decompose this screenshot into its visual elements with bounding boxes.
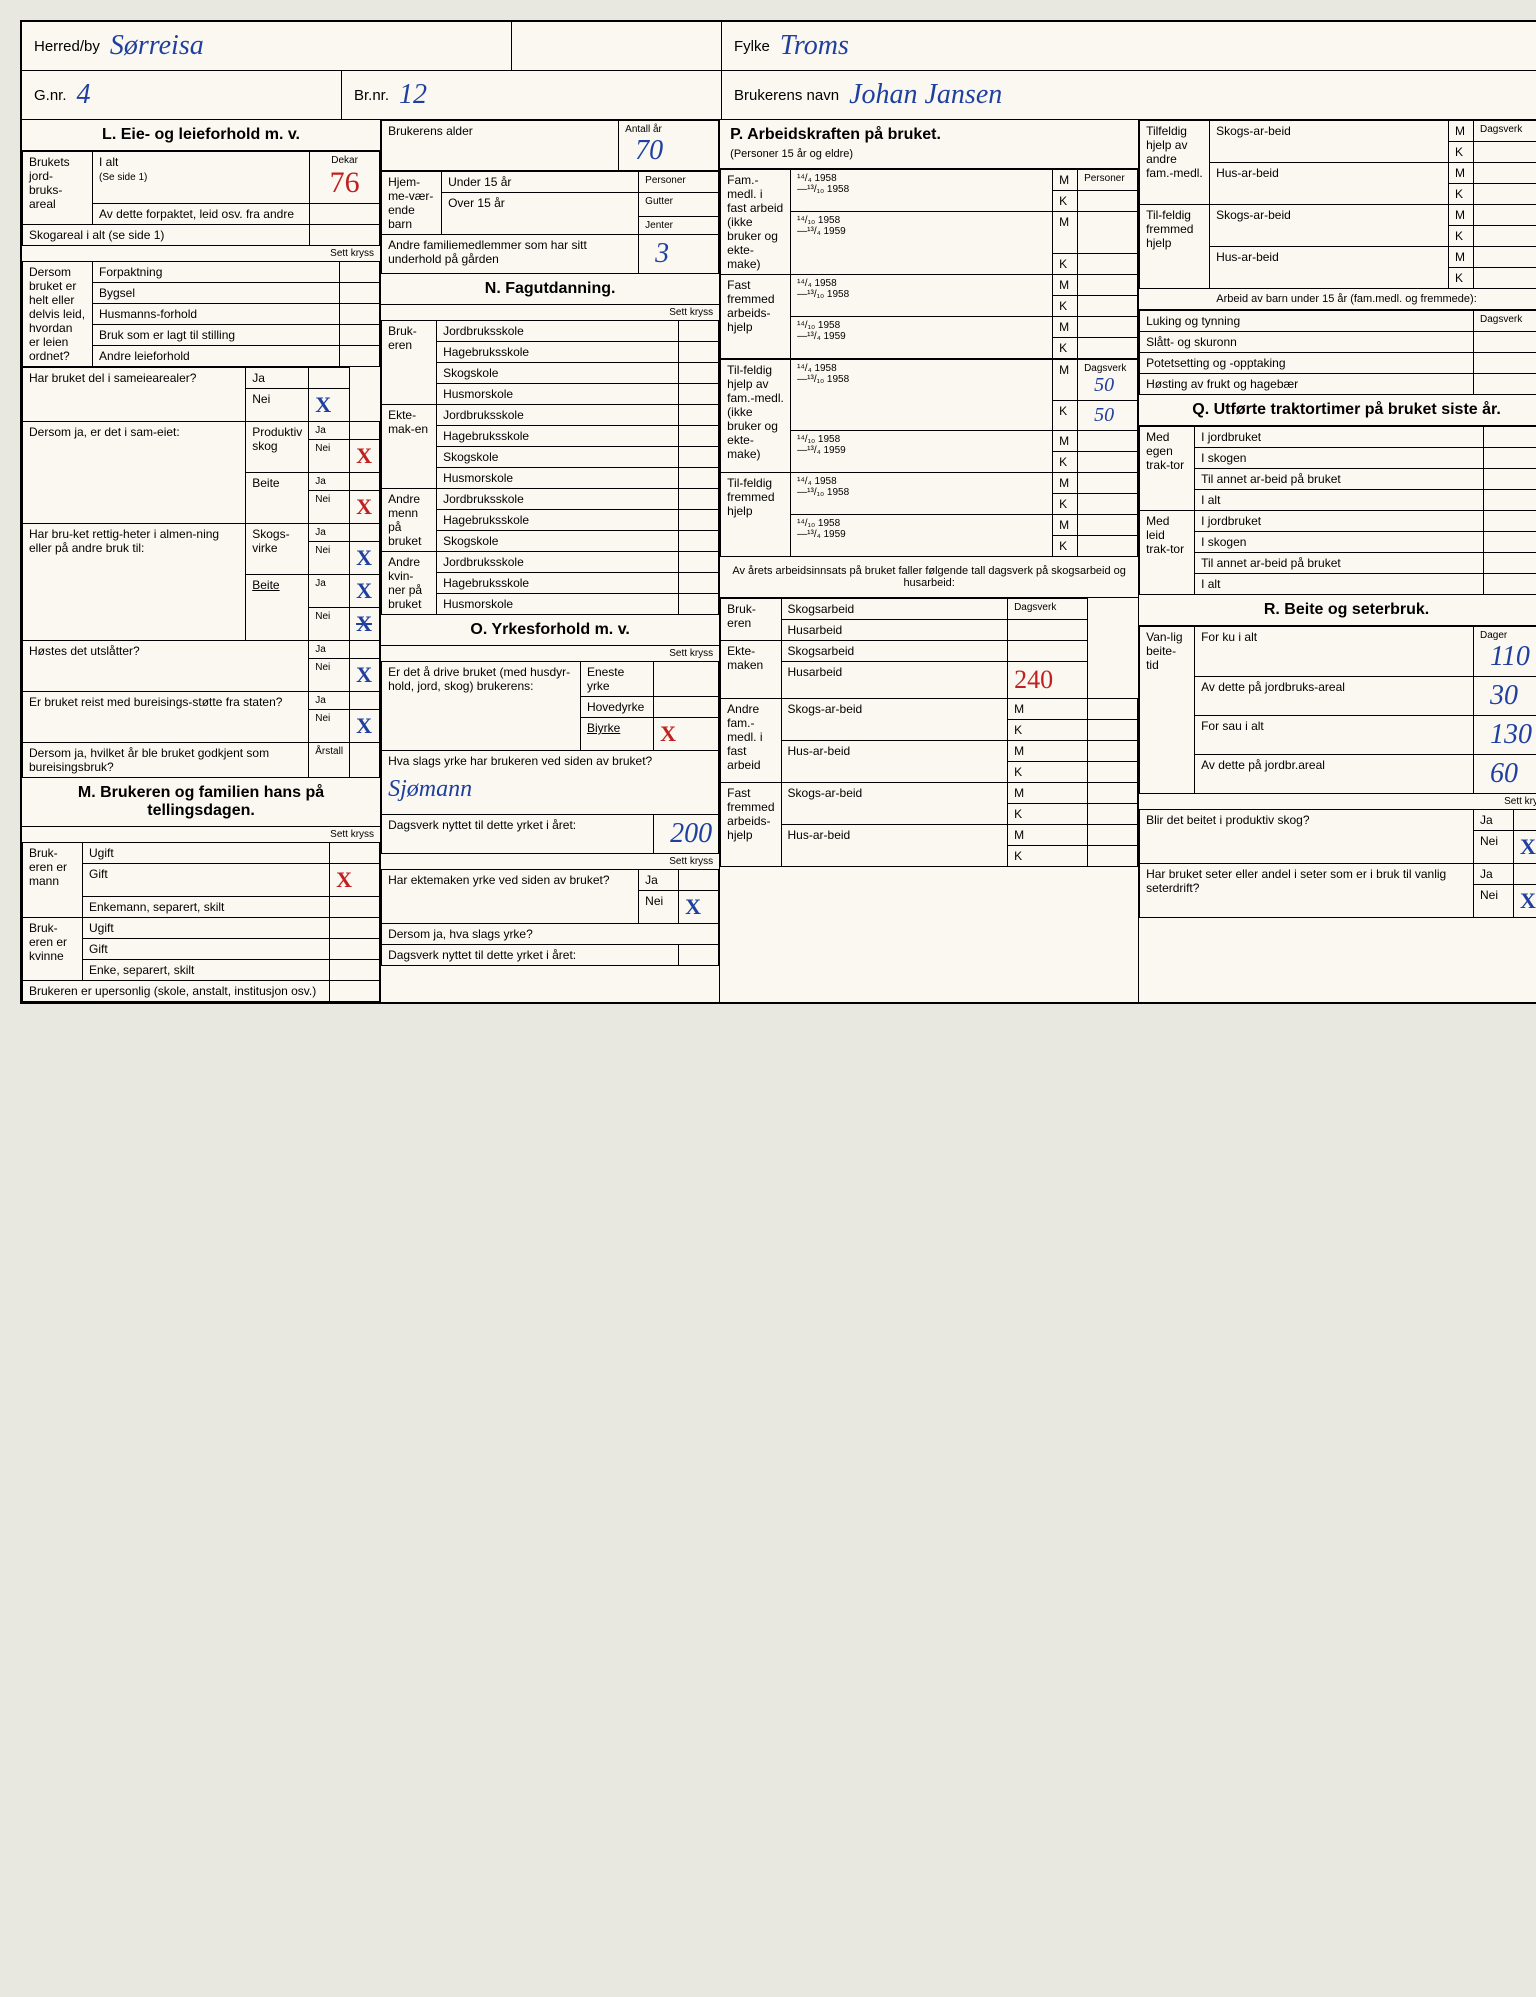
N-table: Bruk-eren Jordbruksskole Hagebruksskole … bbox=[381, 320, 719, 615]
main-columns: L. Eie- og leieforhold m. v. Brukets jor… bbox=[22, 120, 1536, 1002]
M-table: Bruk-eren er mann Ugift GiftX Enkemann, … bbox=[22, 842, 380, 1002]
L-table: Brukets jord-bruks-areal I alt(Se side 1… bbox=[22, 151, 380, 246]
avdette-cell: Av dette forpaktet, leid osv. fra andre bbox=[93, 204, 310, 225]
L-sameie-table: Har bruket del i sameiearealer? Ja NeiX … bbox=[22, 367, 380, 778]
P-table-1: Fam.-medl. i fast arbeid (ikke bruker og… bbox=[720, 169, 1138, 359]
P-table-3: Bruk-eren Skogsarbeid Dagsverk Husarbeid… bbox=[720, 598, 1138, 867]
R-table: Van-lig beite-tid For ku i alt Dager110 … bbox=[1139, 626, 1536, 794]
skogareal-cell: Skogareal i alt (se side 1) bbox=[23, 225, 310, 246]
P-col4-table: Tilfeldig hjelp av andre fam.-medl. Skog… bbox=[1139, 120, 1536, 289]
fylke-label: Fylke bbox=[734, 38, 770, 55]
section-M-title: M. Brukeren og familien hans på tellings… bbox=[22, 778, 380, 827]
alder-table: Brukerens alder Antall år 70 bbox=[381, 120, 719, 171]
av-arets-text: Av årets arbeidsinnsats på bruket faller… bbox=[720, 557, 1138, 598]
col-P: P. Arbeidskraften på bruket. (Personer 1… bbox=[720, 120, 1139, 1002]
L-leie-table: Dersom bruket er helt eller delvis leid,… bbox=[22, 261, 380, 367]
section-L-title: L. Eie- og leieforhold m. v. bbox=[22, 120, 380, 151]
gnr-value: 4 bbox=[67, 79, 91, 111]
dekar-cell: Dekar 76 bbox=[310, 152, 380, 204]
Q-table: Med egen trak-tor I jordbruket I skogen … bbox=[1139, 426, 1536, 595]
brukerens-navn-value: Johan Jansen bbox=[839, 79, 1002, 111]
ialt-cell: I alt(Se side 1) bbox=[93, 152, 310, 204]
col-Q-R: Tilfeldig hjelp av andre fam.-medl. Skog… bbox=[1139, 120, 1536, 1002]
O-ekte-table: Har ektemaken yrke ved siden av bruket? … bbox=[381, 869, 719, 966]
col-L-M: L. Eie- og leieforhold m. v. Brukets jor… bbox=[22, 120, 381, 1002]
section-Q-title: Q. Utførte traktortimer på bruket siste … bbox=[1139, 395, 1536, 426]
sett-kryss-1: Sett kryss bbox=[22, 246, 380, 261]
dersom-leid-label: Dersom bruket er helt eller delvis leid,… bbox=[23, 262, 93, 367]
section-N-title: N. Fagutdanning. bbox=[381, 274, 719, 305]
herred-label: Herred/by bbox=[34, 38, 100, 55]
brnr-value: 12 bbox=[389, 79, 427, 111]
O-table: Er det å drive bruket (med husdyr-hold, … bbox=[381, 661, 719, 854]
P-table-2: Til-feldig hjelp av fam.-medl. (ikke bru… bbox=[720, 359, 1138, 557]
gnr-label: G.nr. bbox=[34, 87, 67, 104]
section-P-title: P. Arbeidskraften på bruket. (Personer 1… bbox=[720, 120, 1138, 169]
brukets-jord-label: Brukets jord-bruks-areal bbox=[23, 152, 93, 225]
herred-value: Sørreisa bbox=[100, 30, 204, 62]
col-N-O: Brukerens alder Antall år 70 Hjem-me-vær… bbox=[381, 120, 720, 1002]
brukerens-navn-label: Brukerens navn bbox=[734, 87, 839, 104]
section-R-title: R. Beite og seterbruk. bbox=[1139, 595, 1536, 626]
header-row-2: G.nr. 4 Br.nr. 12 Brukerens navn Johan J… bbox=[22, 71, 1536, 120]
census-form: Herred/by Sørreisa Fylke Troms G.nr. 4 B… bbox=[20, 20, 1536, 1004]
barn-arbeid-table: Luking og tynningDagsverk Slått- og skur… bbox=[1139, 310, 1536, 395]
R-table-2: Blir det beitet i produktiv skog? Ja Nei… bbox=[1139, 809, 1536, 918]
section-O-title: O. Yrkesforhold m. v. bbox=[381, 615, 719, 646]
header-row-1: Herred/by Sørreisa Fylke Troms bbox=[22, 22, 1536, 71]
barn-table: Hjem-me-vær-ende barn Under 15 år Person… bbox=[381, 171, 719, 274]
brnr-label: Br.nr. bbox=[354, 87, 389, 104]
arbeid-barn-label: Arbeid av barn under 15 år (fam.medl. og… bbox=[1139, 289, 1536, 310]
fylke-value: Troms bbox=[770, 30, 849, 62]
